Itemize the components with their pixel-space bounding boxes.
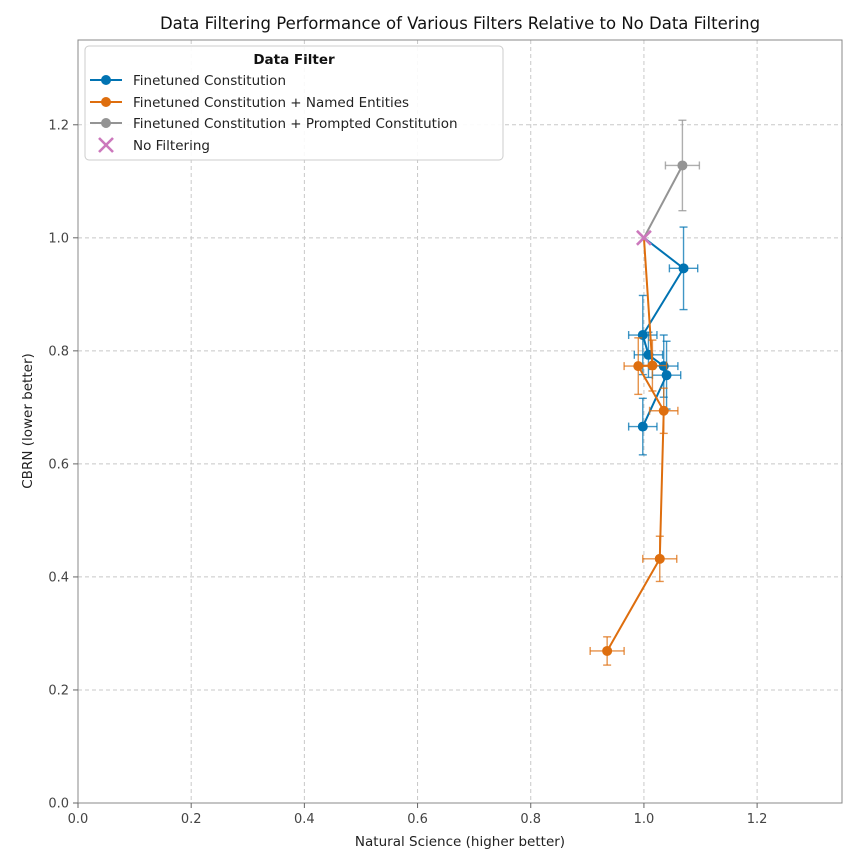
data-point (661, 370, 672, 381)
series-line (643, 165, 684, 239)
legend-marker (98, 137, 114, 153)
no-filtering-marker (636, 229, 652, 246)
y-tick-label: 0.8 (48, 344, 69, 359)
plot-frame (77, 39, 843, 804)
data-point (677, 160, 688, 171)
legend-item-label: Finetuned Constitution (133, 73, 286, 89)
data-point (654, 553, 665, 564)
y-tick-label: 0.6 (48, 457, 69, 472)
legend-item-label: No Filtering (133, 138, 210, 154)
legend-title: Data Filter (253, 52, 335, 68)
data-point (602, 645, 613, 656)
x-tick-label: 0.2 (181, 812, 202, 827)
data-point (658, 405, 669, 416)
legend: Data Filter Finetuned Constitution Finetun… (84, 45, 504, 161)
y-axis-ticks: 0.0 0.2 0.4 0.6 0.8 1.0 1.2 (48, 118, 78, 812)
series-group (636, 229, 652, 246)
series-line (606, 237, 665, 652)
x-tick-label: 0.4 (294, 812, 315, 827)
chart-title: Data Filtering Performance of Various Fi… (160, 14, 760, 33)
series-layer (589, 119, 701, 666)
series-group (589, 237, 679, 666)
series-group (643, 119, 701, 239)
y-tick-label: 1.0 (48, 231, 69, 246)
x-axis-label: Natural Science (higher better) (355, 834, 565, 850)
legend-marker (101, 75, 111, 85)
x-tick-label: 0.6 (407, 812, 428, 827)
legend-marker (101, 97, 111, 107)
y-tick-label: 0.0 (48, 797, 69, 812)
x-tick-label: 0.0 (68, 812, 89, 827)
y-axis-label: CBRN (lower better) (20, 353, 36, 489)
legend-marker (101, 118, 111, 128)
x-axis-ticks: 0.0 0.2 0.4 0.6 0.8 1.0 1.2 (68, 803, 768, 827)
data-point (678, 263, 689, 274)
data-point (637, 421, 648, 432)
y-tick-label: 0.2 (48, 683, 69, 698)
legend-box (84, 45, 504, 161)
legend-item-label: Finetuned Constitution + Named Entities (133, 95, 409, 111)
x-tick-label: 0.8 (520, 812, 541, 827)
legend-item-label: Finetuned Constitution + Prompted Consti… (133, 116, 458, 132)
x-tick-label: 1.0 (634, 812, 655, 827)
y-tick-label: 1.2 (48, 118, 69, 133)
data-point (633, 361, 644, 372)
x-tick-label: 1.2 (747, 812, 768, 827)
y-tick-label: 0.4 (48, 570, 69, 585)
